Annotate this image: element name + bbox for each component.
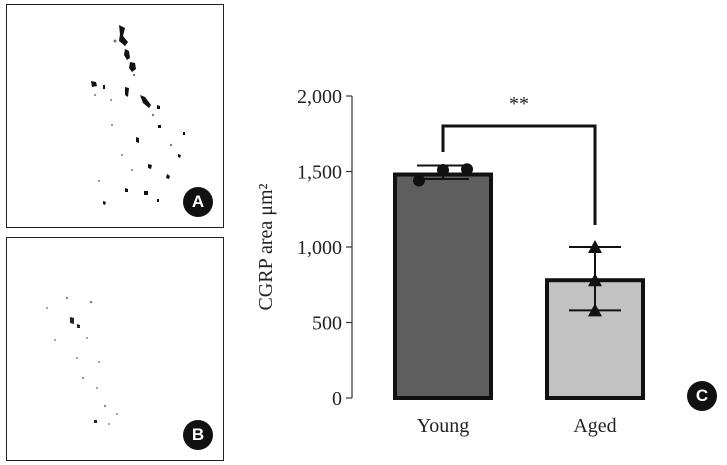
micrograph-b: B	[6, 237, 224, 461]
y-tick-label: 0	[332, 388, 342, 410]
data-point	[588, 303, 602, 317]
micrograph-a-image	[91, 25, 185, 205]
micrograph-a: A	[6, 4, 224, 228]
y-tick-label: 2,000	[297, 86, 342, 108]
significance-label: **	[509, 93, 529, 115]
data-point	[437, 163, 449, 176]
data-point	[588, 273, 602, 287]
panel-b-badge: B	[183, 420, 213, 450]
x-tick-label: Young	[417, 415, 469, 437]
data-point	[588, 240, 602, 253]
bar-aged	[545, 278, 645, 400]
data-point	[413, 174, 425, 187]
y-tick-label: 1,000	[297, 237, 342, 259]
y-axis-label: CGRP area μm²	[255, 183, 277, 310]
data-point	[461, 163, 473, 176]
micrograph-b-image	[46, 296, 118, 425]
x-tick-label: Aged	[573, 415, 616, 437]
panel-a-badge: A	[183, 187, 213, 217]
bar-young	[393, 172, 493, 400]
significance-bracket	[441, 124, 597, 225]
y-tick-label: 1,500	[297, 162, 342, 184]
y-tick-label: 500	[312, 313, 342, 335]
panel-c-badge: C	[687, 381, 717, 411]
